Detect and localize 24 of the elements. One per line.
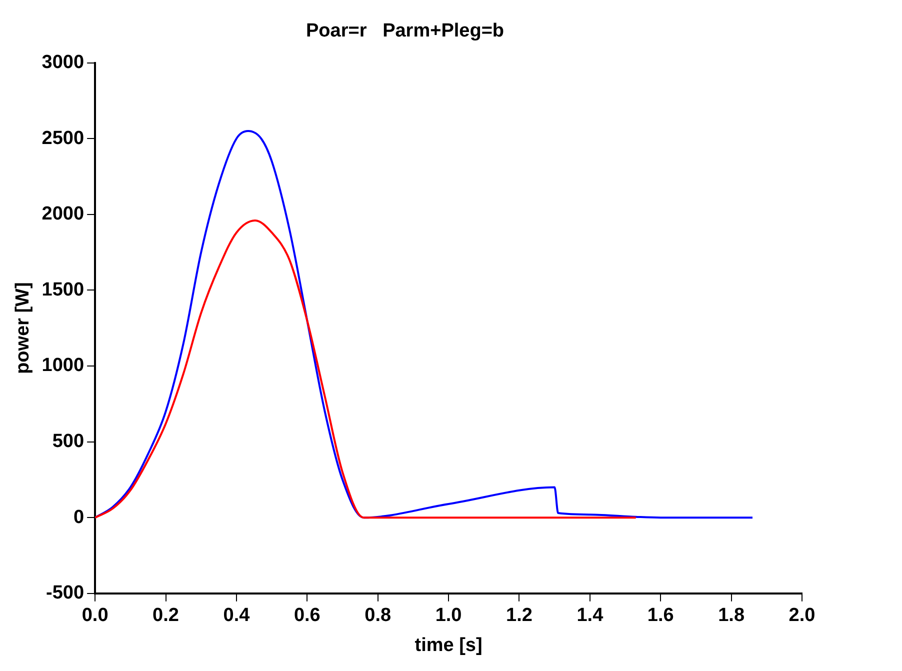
y-tick-label: 1500 [42,279,84,300]
x-tick-label: 0.8 [364,605,392,626]
x-tick-label: 1.2 [506,605,532,626]
y-tick-label: 1000 [42,355,84,376]
y-tick-label: 0 [73,506,84,528]
x-tick-label: 0.2 [152,605,179,626]
x-tick-label: 2.0 [788,605,816,626]
x-tick-label: 0.6 [294,605,320,626]
x-tick-label: 0.0 [82,605,108,626]
y-tick-label: 500 [52,431,84,452]
y-tick-label: 2000 [42,204,84,225]
x-axis-title: time [s] [414,634,482,656]
y-axis-title: power [W] [12,282,34,374]
y-tick-label: -500 [46,582,84,604]
y-tick-label: 3000 [42,52,84,74]
x-tick-label: 0.4 [223,605,250,626]
x-tick-label: 1.6 [647,605,674,626]
line-series [95,219,637,519]
line-series [95,130,754,519]
x-tick-label: 1.8 [718,605,745,626]
chart-title: Poar=r Parm+Pleg=b [306,20,504,42]
y-tick-label: 2500 [42,128,84,149]
x-tick-label: 1.0 [435,605,462,626]
x-tick-label: 1.4 [576,605,604,626]
